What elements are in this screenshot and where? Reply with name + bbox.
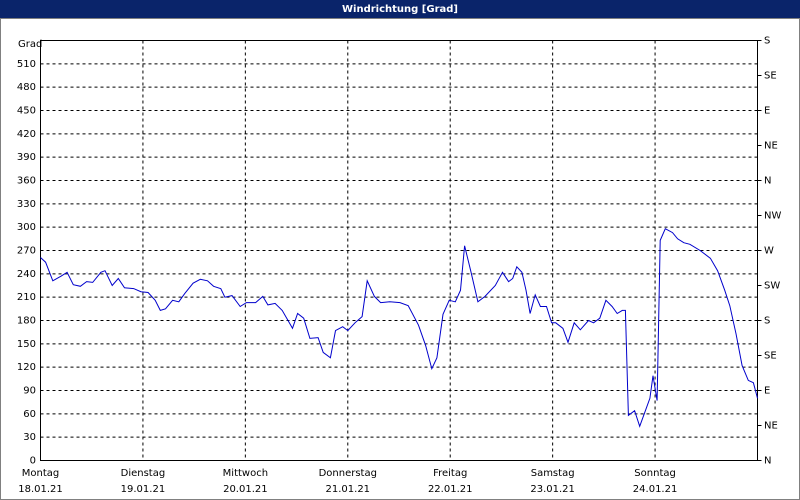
y2-tick-label: S xyxy=(764,316,770,327)
y-tick-label: 0 xyxy=(30,456,36,467)
y-tick-label: 180 xyxy=(17,316,36,327)
x-tick-date: 18.01.21 xyxy=(18,484,63,495)
x-tick-label: Freitag xyxy=(433,468,467,479)
y2-tick-label: N xyxy=(764,176,771,187)
window-border xyxy=(0,18,800,500)
x-tick-label: Samstag xyxy=(531,468,575,479)
y-tick-label: 120 xyxy=(17,362,36,373)
x-tick-date: 20.01.21 xyxy=(223,484,268,495)
y2-tick-label: SE xyxy=(764,351,777,362)
y2-tick-label: E xyxy=(764,386,770,397)
y-tick-label: 270 xyxy=(17,246,36,257)
y-tick-label: 450 xyxy=(17,106,36,117)
x-tick-label: Dienstag xyxy=(121,468,166,479)
y-axis-label: Grad xyxy=(18,39,42,50)
x-tick-date: 23.01.21 xyxy=(530,484,575,495)
y2-tick-label: NW xyxy=(764,211,781,222)
line-series xyxy=(40,228,758,428)
x-tick-label: Donnerstag xyxy=(319,468,377,479)
y-tick-label: 390 xyxy=(17,152,36,163)
x-tick-date: 19.01.21 xyxy=(121,484,166,495)
y-tick-label: 300 xyxy=(17,222,36,233)
y2-tick-label: SW xyxy=(764,281,780,292)
y-tick-label: 480 xyxy=(17,82,36,93)
y2-tick-label: NE xyxy=(764,421,778,432)
y2-tick-label: E xyxy=(764,106,770,117)
x-tick-date: 22.01.21 xyxy=(428,484,473,495)
y-tick-label: 330 xyxy=(17,199,36,210)
y2-tick-label: NE xyxy=(764,141,778,152)
x-tick-label: Sonntag xyxy=(634,468,676,479)
x-tick-date: 24.01.21 xyxy=(633,484,678,495)
y2-tick-label: N xyxy=(764,456,771,467)
y-tick-label: 420 xyxy=(17,129,36,140)
x-tick-label: Mittwoch xyxy=(223,468,268,479)
y2-tick-label: SE xyxy=(764,71,777,82)
y-tick-label: 30 xyxy=(23,432,36,443)
x-tick-label: Montag xyxy=(22,468,59,479)
title-bar xyxy=(0,0,800,18)
y-tick-label: 150 xyxy=(17,339,36,350)
x-tick-date: 21.01.21 xyxy=(326,484,371,495)
y-tick-label: 60 xyxy=(23,409,36,420)
chart-title: Windrichtung [Grad] xyxy=(342,4,458,15)
y-tick-label: 360 xyxy=(17,176,36,187)
y2-tick-label: S xyxy=(764,36,770,47)
y2-tick-label: W xyxy=(764,246,774,257)
y-tick-label: 240 xyxy=(17,269,36,280)
y-tick-label: 510 xyxy=(17,59,36,70)
y-tick-label: 90 xyxy=(23,386,36,397)
y-tick-label: 210 xyxy=(17,292,36,303)
